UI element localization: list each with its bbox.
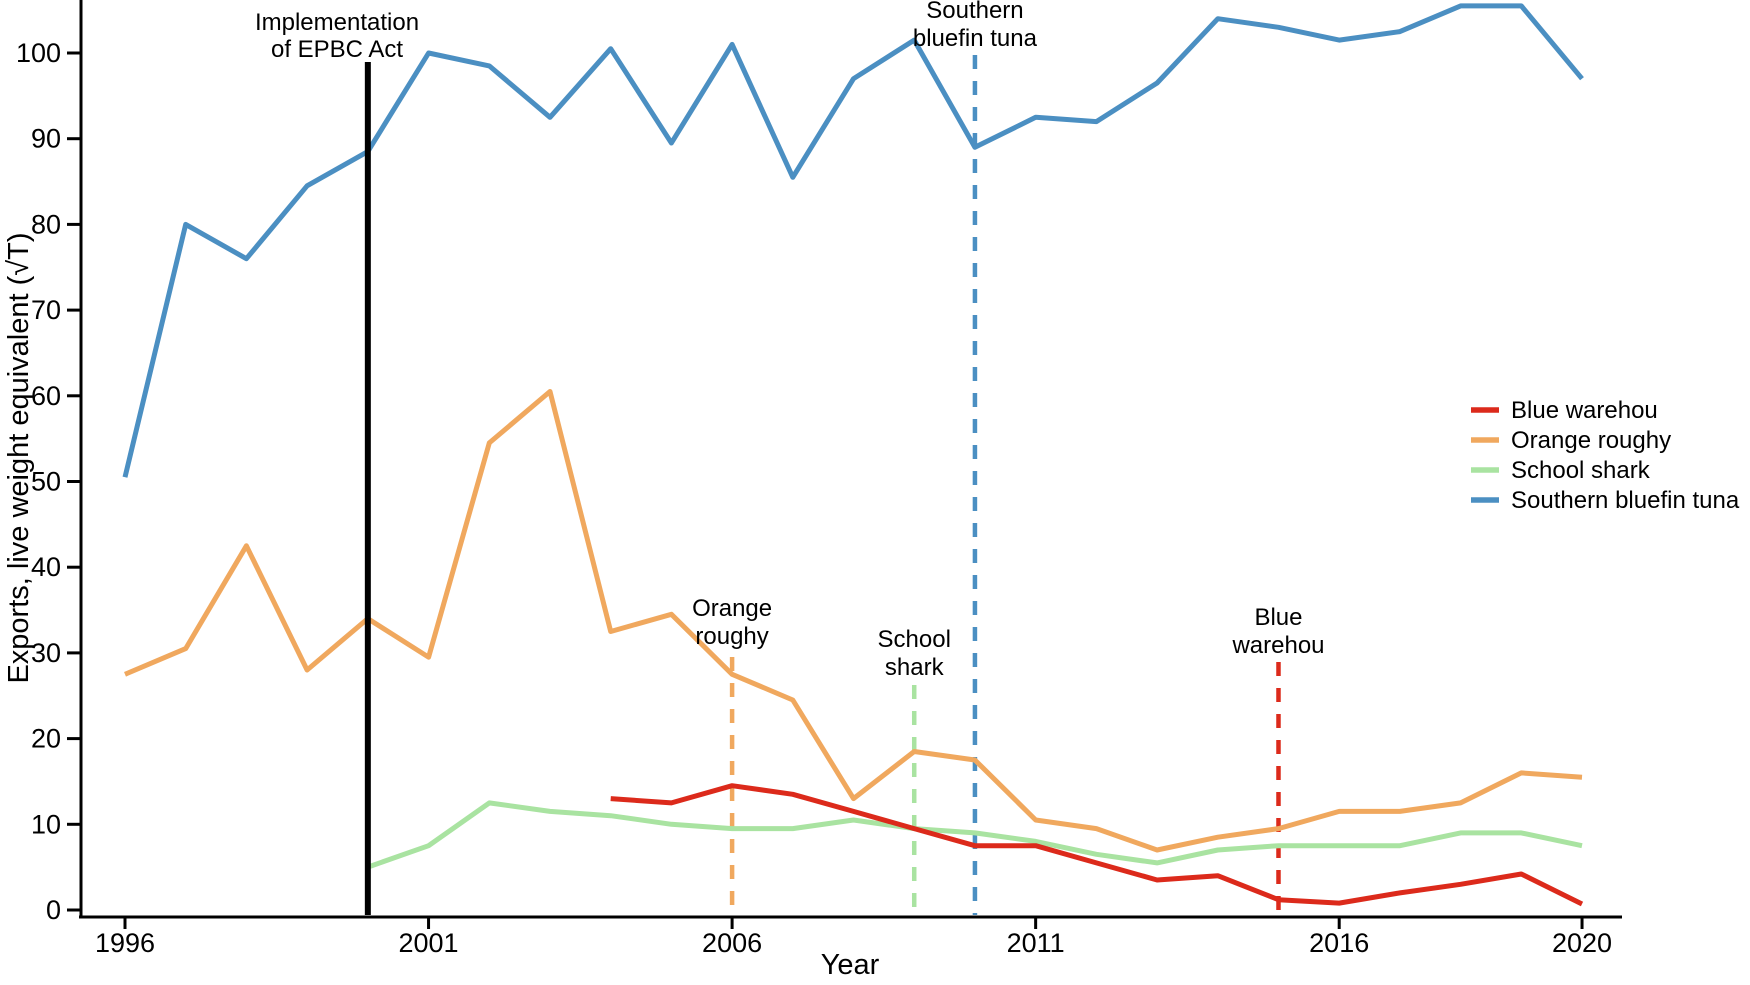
event-label-blue-warehou-line1: Blue xyxy=(1254,604,1302,631)
x-tick-label: 2001 xyxy=(399,928,459,958)
series-line-school-shark xyxy=(366,800,1583,870)
plot-axes xyxy=(67,0,1622,929)
y-tick-label: 0 xyxy=(46,895,61,925)
y-tick-label: 30 xyxy=(31,638,61,668)
chart-legend: Blue warehou Orange roughy School shark Sou… xyxy=(1471,397,1740,514)
event-label-school-shark-line2: shark xyxy=(885,654,945,681)
legend-label-blue-warehou: Blue warehou xyxy=(1511,397,1658,424)
x-tick-label: 2011 xyxy=(1007,928,1065,958)
y-tick-label: 20 xyxy=(31,724,61,754)
event-label-southern-bluefin-tuna-line1: Southern xyxy=(926,0,1023,24)
y-tick-label: 50 xyxy=(31,467,61,497)
legend-label-southern-bluefin-tuna: Southern bluefin tuna xyxy=(1511,487,1740,514)
event-label-orange-roughy-line1: Orange xyxy=(692,595,772,622)
axis-tick-labels: 0 10 20 30 40 50 60 70 80 90 100 1996 2001 2006 2011 20… xyxy=(16,38,1612,958)
event-label-orange-roughy-line2: roughy xyxy=(695,623,768,650)
series-line-orange-roughy xyxy=(124,389,1583,853)
x-axis-title: Year xyxy=(821,949,880,980)
legend-label-orange-roughy: Orange roughy xyxy=(1511,427,1671,454)
y-tick-label: 10 xyxy=(31,809,61,839)
y-tick-label: 80 xyxy=(31,209,61,239)
y-tick-label: 70 xyxy=(31,295,61,325)
epbc-label-line1: Implementation xyxy=(255,9,419,36)
data-series-lines xyxy=(122,3,1584,907)
epbc-label-line2: of EPBC Act xyxy=(271,36,403,63)
legend-label-school-shark: School shark xyxy=(1511,457,1651,484)
y-tick-label: 90 xyxy=(31,124,61,154)
event-label-blue-warehou-line2: warehou xyxy=(1231,632,1324,659)
x-tick-label: 2016 xyxy=(1309,928,1369,958)
x-tick-label: 1996 xyxy=(95,928,155,958)
y-tick-label: 100 xyxy=(16,38,61,68)
y-axis-title: Exports, live weight equivalent (√T) xyxy=(3,232,35,683)
series-line-blue-warehou xyxy=(610,783,1584,907)
series-line-southern-bluefin-tuna xyxy=(122,3,1584,478)
event-label-school-shark-line1: School xyxy=(878,626,951,653)
event-marker-lines xyxy=(729,55,1281,915)
x-tick-label: 2020 xyxy=(1552,928,1612,958)
y-tick-label: 40 xyxy=(31,552,61,582)
x-tick-label: 2006 xyxy=(702,928,762,958)
y-tick-label: 60 xyxy=(31,381,61,411)
event-label-southern-bluefin-tuna-line2: bluefin tuna xyxy=(913,25,1038,52)
